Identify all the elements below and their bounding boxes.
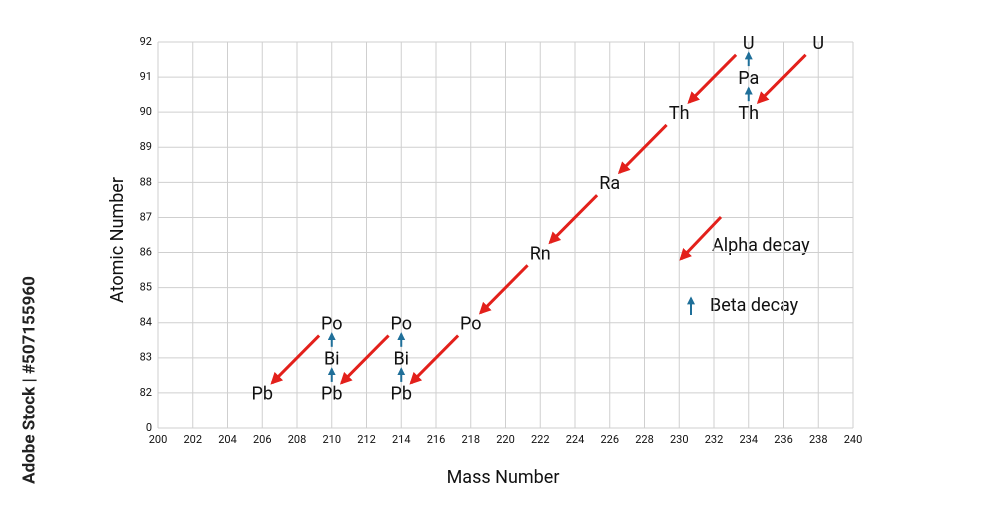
x-tick-label: 238 — [809, 433, 828, 446]
x-tick-label: 208 — [288, 433, 307, 446]
x-tick-label: 212 — [357, 433, 376, 446]
nuclide: Pb — [252, 384, 273, 405]
x-tick-label: 226 — [600, 433, 619, 446]
y-tick-label: 92 — [140, 35, 152, 48]
x-tick-label: 230 — [670, 433, 689, 446]
alpha-arrow — [339, 334, 390, 385]
x-tick-label: 234 — [739, 433, 758, 446]
x-tick-label: 214 — [392, 433, 411, 446]
x-tick-label: 202 — [183, 433, 202, 446]
x-tick-label: 210 — [322, 433, 341, 446]
alpha-arrow — [756, 53, 807, 104]
y-tick-label: 86 — [140, 245, 152, 258]
y-tick-label: 85 — [140, 281, 152, 294]
y-tick-label: 83 — [140, 351, 152, 364]
legend-swatch — [679, 215, 723, 261]
alpha-arrow — [617, 123, 668, 175]
legend-label: Alpha decay — [712, 235, 810, 256]
x-tick-label: 224 — [566, 433, 585, 446]
nuclide: Po — [460, 313, 482, 334]
nuclide: Bi — [324, 349, 340, 370]
x-tick-label: 204 — [218, 433, 237, 446]
x-tick-label: 228 — [635, 433, 654, 446]
y-axis-title: Atomic Number — [107, 177, 128, 303]
nuclide: Ra — [599, 173, 620, 194]
nuclide: Th — [669, 103, 690, 124]
nuclide: Pb — [391, 384, 412, 405]
legend-label: Beta decay — [710, 295, 799, 316]
alpha-arrow — [270, 334, 321, 385]
x-tick-label: 218 — [461, 433, 480, 446]
nuclide: U — [743, 33, 755, 54]
alpha-arrow — [409, 334, 460, 385]
nuclide: Pa — [738, 68, 759, 89]
y-tick-label: 88 — [140, 175, 152, 188]
alpha-arrow — [548, 194, 599, 245]
x-tick-label: 206 — [253, 433, 272, 446]
y-tick-label: 90 — [140, 105, 152, 118]
nuclide: Th — [738, 103, 759, 124]
y-tick-label: 82 — [140, 386, 152, 399]
x-tick-label: 216 — [427, 433, 446, 446]
nuclide: Pb — [321, 384, 342, 405]
watermark: Adobe Stock | #507155960 — [19, 276, 39, 484]
x-tick-label: 222 — [531, 433, 550, 446]
y-tick-label: 0 — [146, 421, 152, 434]
x-tick-label: 236 — [774, 433, 793, 446]
alpha-arrow — [687, 53, 738, 104]
alpha-arrow — [478, 264, 529, 315]
y-tick-label: 84 — [140, 316, 152, 329]
x-tick-label: 240 — [844, 433, 863, 446]
x-axis-title: Mass Number — [447, 467, 560, 488]
x-tick-label: 232 — [705, 433, 724, 446]
y-tick-label: 89 — [140, 140, 152, 153]
nuclide: Bi — [393, 349, 409, 370]
y-tick-label: 87 — [140, 210, 152, 223]
nuclide: Po — [321, 313, 343, 334]
x-tick-label: 220 — [496, 433, 515, 446]
nuclide: Rn — [530, 243, 551, 264]
x-tick-label: 200 — [149, 433, 168, 446]
nuclide: U — [812, 33, 824, 54]
y-tick-label: 91 — [140, 70, 152, 83]
nuclide: Po — [390, 313, 412, 334]
